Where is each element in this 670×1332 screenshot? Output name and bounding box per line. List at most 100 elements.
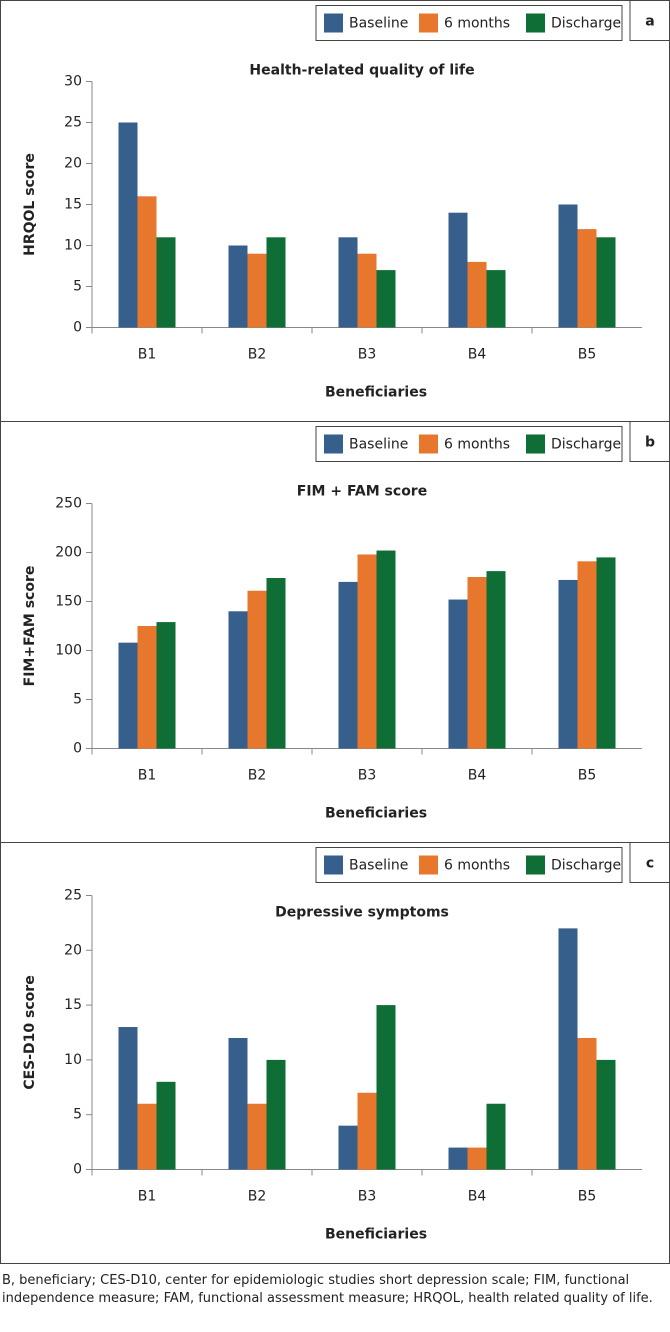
legend-swatch xyxy=(419,13,438,33)
legend-box xyxy=(315,5,623,41)
bar xyxy=(448,1147,468,1170)
y-tick-label: 10 xyxy=(64,238,82,254)
bar xyxy=(137,1103,157,1170)
y-tick-label: 0 xyxy=(73,1162,82,1178)
panel-label-box xyxy=(629,842,670,883)
panel: a Baseline 6 months Discharge Health-related… xyxy=(0,0,670,422)
legend-box xyxy=(315,847,623,883)
figure: a Baseline 6 months Discharge Health-related… xyxy=(0,0,670,1264)
y-tick-label: 0 xyxy=(73,741,82,757)
bar xyxy=(338,1125,358,1170)
x-tick-label: B5 xyxy=(578,768,597,784)
bar xyxy=(376,270,396,328)
bar xyxy=(118,1027,138,1170)
y-axis-title: FIM+FAM score xyxy=(22,566,38,687)
bar xyxy=(228,611,248,749)
legend-swatch xyxy=(324,855,343,875)
bar xyxy=(486,1103,506,1170)
y-tick-label: 5 xyxy=(73,692,82,708)
x-axis-title: Beneficiaries xyxy=(325,1227,427,1243)
legend-swatch xyxy=(526,13,545,33)
bar xyxy=(448,599,468,749)
x-tick-label: B3 xyxy=(358,768,377,784)
bar xyxy=(156,622,176,749)
bar xyxy=(357,554,377,749)
panel-label: a xyxy=(645,14,654,30)
caption: B, beneficiary; CES-D10, center for epid… xyxy=(2,1273,653,1306)
bar xyxy=(266,577,286,749)
y-tick-label: 30 xyxy=(64,74,82,90)
y-tick-label: 150 xyxy=(55,594,82,610)
legend-label: Discharge xyxy=(551,858,621,874)
bar xyxy=(558,579,578,749)
bar xyxy=(577,229,597,328)
bar xyxy=(376,550,396,749)
legend-label: Discharge xyxy=(551,16,621,32)
legend-label: 6 months xyxy=(444,16,510,32)
x-tick-label: B3 xyxy=(358,1189,377,1205)
bar xyxy=(118,122,138,328)
bar xyxy=(596,557,616,749)
x-tick-label: B4 xyxy=(468,347,487,363)
bar xyxy=(247,1103,267,1170)
legend-swatch xyxy=(419,855,438,875)
y-tick-label: 25 xyxy=(64,115,82,131)
legend-label: 6 months xyxy=(444,858,510,874)
y-tick-label: 20 xyxy=(64,156,82,172)
legend-box xyxy=(315,426,623,462)
bar xyxy=(338,237,358,328)
bar xyxy=(228,245,248,328)
y-axis-title: HRQOL score xyxy=(22,153,38,256)
bar xyxy=(486,571,506,749)
bar xyxy=(467,1147,487,1170)
bar xyxy=(266,1059,286,1170)
legend-swatch xyxy=(324,13,343,33)
y-tick-label: 5 xyxy=(73,1107,82,1123)
x-tick-label: B5 xyxy=(578,1189,597,1205)
panel-label: c xyxy=(646,856,654,872)
bar xyxy=(577,1037,597,1170)
bar xyxy=(357,253,377,328)
bar xyxy=(558,928,578,1170)
y-tick-label: 25 xyxy=(64,888,82,904)
bar xyxy=(156,1081,176,1170)
bar xyxy=(596,1059,616,1170)
chart-title: FIM + FAM score xyxy=(297,484,427,500)
y-tick-label: 5 xyxy=(73,279,82,295)
bar xyxy=(156,237,176,328)
bar xyxy=(137,196,157,328)
x-axis-title: Beneficiaries xyxy=(325,806,427,822)
y-tick-label: 250 xyxy=(55,496,82,512)
panel: b Baseline 6 months Discharge FIM + FAM scor… xyxy=(0,421,670,843)
x-tick-label: B1 xyxy=(138,1189,157,1205)
x-tick-label: B1 xyxy=(138,768,157,784)
y-tick-label: 15 xyxy=(64,197,82,213)
panel-label-box xyxy=(629,0,670,41)
bar xyxy=(596,237,616,328)
x-tick-label: B2 xyxy=(248,1189,267,1205)
legend-swatch xyxy=(526,434,545,454)
legend-label: Baseline xyxy=(349,437,408,453)
y-tick-label: 200 xyxy=(55,545,82,561)
bar xyxy=(247,590,267,749)
bar xyxy=(558,204,578,328)
x-axis-title: Beneficiaries xyxy=(325,385,427,401)
y-tick-label: 10 xyxy=(64,1052,82,1068)
bar xyxy=(486,270,506,328)
bar xyxy=(266,237,286,328)
bar xyxy=(118,642,138,749)
y-tick-label: 0 xyxy=(73,320,82,336)
bar xyxy=(448,212,468,328)
panel: c Baseline 6 months Discharge Depressive sym… xyxy=(0,842,670,1264)
chart-title: Health-related quality of life xyxy=(249,63,474,79)
bar xyxy=(467,577,487,749)
bar xyxy=(338,581,358,749)
x-tick-label: B2 xyxy=(248,347,267,363)
legend-label: Discharge xyxy=(551,437,621,453)
x-tick-label: B4 xyxy=(468,768,487,784)
chart-title: Depressive symptoms xyxy=(275,905,449,921)
bar xyxy=(577,561,597,749)
legend-swatch xyxy=(419,434,438,454)
legend-label: Baseline xyxy=(349,16,408,32)
